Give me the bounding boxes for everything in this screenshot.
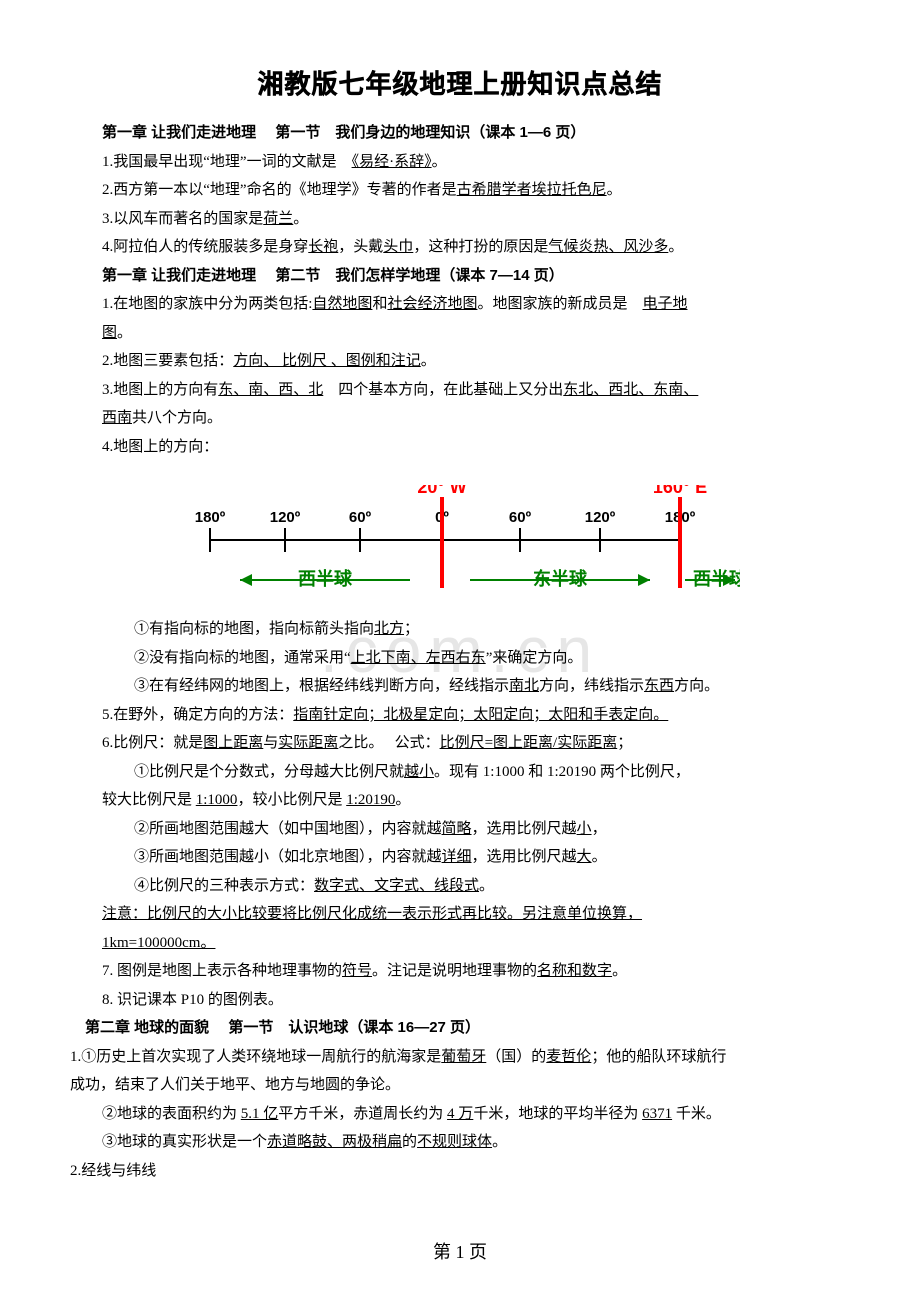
body-line: 2.经线与纬线 xyxy=(70,1157,850,1186)
section-heading: 第二章 地球的面貌 第一节 认识地球（课本 16—27 页） xyxy=(70,1014,850,1043)
content-after-diagram: ①有指向标的地图，指向标箭头指向北方；②没有指向标的地图，通常采用“上北下南、左… xyxy=(70,615,850,1185)
content-body: 第一章 让我们走进地理 第一节 我们身边的地理知识（课本 1—6 页）1.我国最… xyxy=(70,119,850,461)
hemisphere-diagram: 180º120º60º0º60º120º180º20° W160° E西半球东半… xyxy=(180,485,740,605)
svg-text:60º: 60º xyxy=(509,509,532,526)
page-footer: 第 1 页 xyxy=(70,1235,850,1269)
svg-text:西半球: 西半球 xyxy=(298,568,353,589)
body-line: ②所画地图范围越大（如中国地图），内容就越简略，选用比例尺越小， xyxy=(70,815,850,844)
body-line: 1km=100000cm。 xyxy=(70,929,850,958)
body-line: 8. 识记课本 P10 的图例表。 xyxy=(70,986,850,1015)
body-line: 5.在野外，确定方向的方法：指南针定向；北极星定向；太阳定向；太阳和手表定向。 xyxy=(70,701,850,730)
body-line: ②没有指向标的地图，通常采用“上北下南、左西右东”来确定方向。 xyxy=(70,644,850,673)
svg-text:60º: 60º xyxy=(349,509,372,526)
body-line: 2.地图三要素包括：方向、 比例尺 、图例和注记。 xyxy=(70,347,850,376)
page-title: 湘教版七年级地理上册知识点总结 xyxy=(70,60,850,109)
body-line: 6.比例尺：就是图上距离与实际距离之比。 公式：比例尺=图上距离/实际距离； xyxy=(70,729,850,758)
svg-text:180º: 180º xyxy=(195,509,226,526)
body-line: ③在有经纬网的地图上，根据经纬线判断方向，经线指示南北方向，纬线指示东西方向。 xyxy=(70,672,850,701)
body-line: 3.以风车而著名的国家是荷兰。 xyxy=(70,205,850,234)
body-line: 7. 图例是地图上表示各种地理事物的符号。注记是说明地理事物的名称和数字。 xyxy=(70,957,850,986)
body-line: 1.我国最早出现“地理”一词的文献是 《易经·系辞》。 xyxy=(70,148,850,177)
body-line: 西南共八个方向。 xyxy=(70,404,850,433)
body-line: ①有指向标的地图，指向标箭头指向北方； xyxy=(70,615,850,644)
svg-text:20° W: 20° W xyxy=(417,485,466,497)
body-line: ④比例尺的三种表示方式：数字式、文字式、线段式。 xyxy=(70,872,850,901)
body-line: ①比例尺是个分数式，分母越大比例尺就越小。现有 1:1000 和 1:20190… xyxy=(70,758,850,787)
body-line: ②地球的表面积约为 5.1 亿平方千米，赤道周长约为 4 万千米，地球的平均半径… xyxy=(70,1100,850,1129)
body-line: 4.地图上的方向： xyxy=(70,433,850,462)
body-line: 成功，结束了人们关于地平、地方与地圆的争论。 xyxy=(70,1071,850,1100)
svg-text:160° E: 160° E xyxy=(653,485,707,497)
body-line: 图。 xyxy=(70,319,850,348)
section-heading: 第一章 让我们走进地理 第一节 我们身边的地理知识（课本 1—6 页） xyxy=(70,119,850,148)
section-heading: 第一章 让我们走进地理 第二节 我们怎样学地理（课本 7—14 页） xyxy=(70,262,850,291)
svg-text:东半球: 东半球 xyxy=(533,568,588,589)
body-line: ③地球的真实形状是一个赤道略鼓、两极稍扁的不规则球体。 xyxy=(70,1128,850,1157)
body-line: ③所画地图范围越小（如北京地图），内容就越详细，选用比例尺越大。 xyxy=(70,843,850,872)
body-line: 4.阿拉伯人的传统服装多是身穿长袍，头戴头巾，这种打扮的原因是气候炎热、风沙多。 xyxy=(70,233,850,262)
svg-text:120º: 120º xyxy=(270,509,301,526)
body-line: 1.①历史上首次实现了人类环绕地球一周航行的航海家是葡萄牙（国）的麦哲伦；他的船… xyxy=(70,1043,850,1072)
svg-text:西半球: 西半球 xyxy=(693,568,740,589)
body-line: 2.西方第一本以“地理”命名的《地理学》专著的作者是古希腊学者埃拉托色尼。 xyxy=(70,176,850,205)
body-line: 1.在地图的家族中分为两类包括:自然地图和社会经济地图。地图家族的新成员是 电子… xyxy=(70,290,850,319)
body-line: 3.地图上的方向有东、南、西、北 四个基本方向，在此基础上又分出东北、西北、东南… xyxy=(70,376,850,405)
svg-text:120º: 120º xyxy=(585,509,616,526)
body-line: 较大比例尺是 1:1000，较小比例尺是 1:20190。 xyxy=(70,786,850,815)
body-line: 注意：比例尺的大小比较要将比例尺化成统一表示形式再比较。另注意单位换算， xyxy=(70,900,850,929)
